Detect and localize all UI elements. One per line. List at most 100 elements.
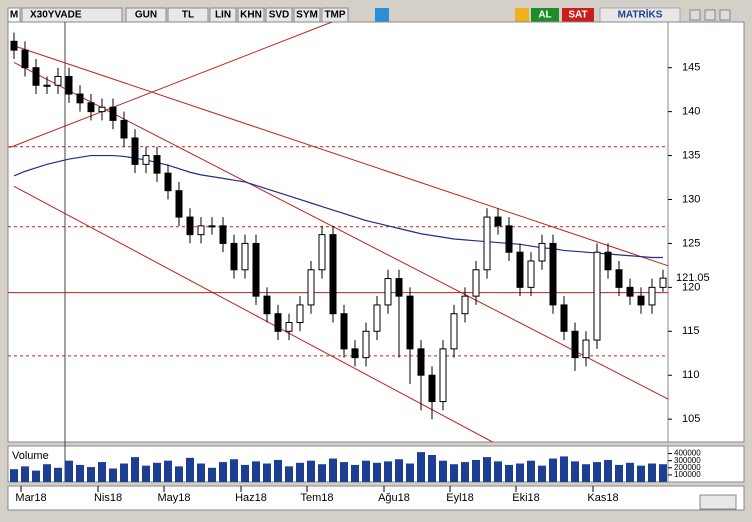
minimize[interactable] (689, 9, 701, 21)
y-tick-label: 110 (682, 369, 700, 381)
last-price: 121.05 (676, 272, 710, 284)
close[interactable] (719, 9, 731, 21)
x-tick-label: Kas18 (587, 492, 618, 504)
toolbar-button-label[interactable]: KHN (240, 10, 262, 21)
volume-bar (186, 457, 194, 482)
candle-body (340, 313, 348, 350)
volume-bar (43, 464, 51, 482)
candle-body (329, 234, 337, 315)
candle-body (164, 172, 172, 192)
x-tick-label: Ağu18 (378, 492, 410, 504)
volume-bar (395, 459, 403, 482)
buy-label[interactable]: AL (538, 10, 551, 21)
volume-bar (21, 466, 29, 482)
volume-bar (197, 463, 205, 482)
twitter-icon[interactable] (375, 8, 389, 22)
candle-body (494, 216, 502, 227)
candle-body (406, 295, 414, 350)
volume-bar (362, 460, 370, 482)
x-tick-label: May18 (157, 492, 190, 504)
refresh-icon[interactable] (515, 8, 529, 22)
volume-bar (153, 462, 161, 482)
volume-bar (175, 466, 183, 482)
candle-body (219, 225, 227, 244)
logo[interactable]: M (10, 10, 18, 21)
sell-label[interactable]: SAT (568, 10, 587, 21)
volume-bar (384, 461, 392, 482)
candle-body (252, 242, 260, 297)
volume-panel (7, 445, 669, 483)
candle-body (395, 278, 403, 297)
volume-bar (582, 464, 590, 482)
y-tick-label: 125 (682, 237, 700, 249)
y-tick-label: 140 (682, 106, 700, 118)
volume-bar (285, 466, 293, 482)
candle-body (32, 67, 40, 86)
trendline (13, 61, 668, 400)
price-axis (667, 21, 745, 443)
volume-bar (164, 460, 172, 482)
scroll-control[interactable] (699, 494, 737, 510)
candle-body (54, 75, 62, 86)
sell-button[interactable] (562, 8, 594, 22)
volume-bar (54, 467, 62, 482)
trendline (9, 22, 333, 149)
volume-bar (406, 463, 414, 482)
candle-body (604, 251, 612, 271)
volume-tick-label: 400000 (674, 449, 701, 458)
candle-body (439, 348, 447, 403)
volume-bar (637, 465, 645, 482)
candle-body (98, 106, 106, 113)
buy-button[interactable] (531, 8, 559, 22)
candle-body (142, 155, 150, 165)
candle-body (318, 234, 326, 271)
volume-bar (230, 459, 238, 482)
volume-bar (131, 457, 139, 482)
candle-body (351, 348, 359, 359)
y-tick-label: 120 (682, 281, 700, 293)
toolbar-button-label[interactable]: SYM (296, 10, 318, 21)
volume-bar (560, 456, 568, 482)
volume-bar (450, 464, 458, 482)
candle-body (43, 84, 51, 87)
candle-body (230, 242, 238, 271)
toolbar-button-label[interactable]: TMP (324, 10, 345, 21)
volume-bar (32, 470, 40, 482)
toolbar-button-label[interactable]: TL (182, 10, 194, 21)
candle-body (153, 155, 161, 174)
price-panel (7, 21, 669, 443)
plot (8, 22, 668, 442)
volume-bar (549, 458, 557, 482)
brand: MATRİKS (618, 8, 663, 21)
volume-bar (307, 460, 315, 482)
volume-bar (65, 460, 73, 482)
candle-body (538, 242, 546, 262)
volume-bar (373, 462, 381, 482)
y-tick-label: 145 (682, 62, 700, 74)
symbol[interactable]: X30YVADE (30, 10, 82, 21)
candle-body (505, 225, 513, 253)
toolbar-button-label[interactable]: GUN (135, 10, 157, 21)
volume-bar (296, 462, 304, 482)
time-axis (7, 485, 745, 511)
candle-body (571, 330, 579, 359)
maximize[interactable] (704, 9, 716, 21)
volume-bar (109, 468, 117, 482)
x-tick-label: Mar18 (15, 492, 46, 504)
volume-bar (648, 463, 656, 482)
candle-body (549, 242, 557, 306)
candle-body (516, 251, 524, 288)
volume-bar (428, 454, 436, 482)
x-tick-label: Nis18 (94, 492, 122, 504)
candle-body (417, 348, 425, 376)
trendline (13, 185, 493, 442)
volume-bar (615, 464, 623, 482)
toolbar-button-label[interactable]: LIN (215, 10, 231, 21)
x-tick-label: Eyl18 (446, 492, 474, 504)
toolbar-button-label[interactable]: SVD (269, 10, 290, 21)
candle-body (384, 278, 392, 306)
volume-bar (351, 464, 359, 482)
candle-body (263, 295, 271, 315)
candle-body (582, 339, 590, 359)
